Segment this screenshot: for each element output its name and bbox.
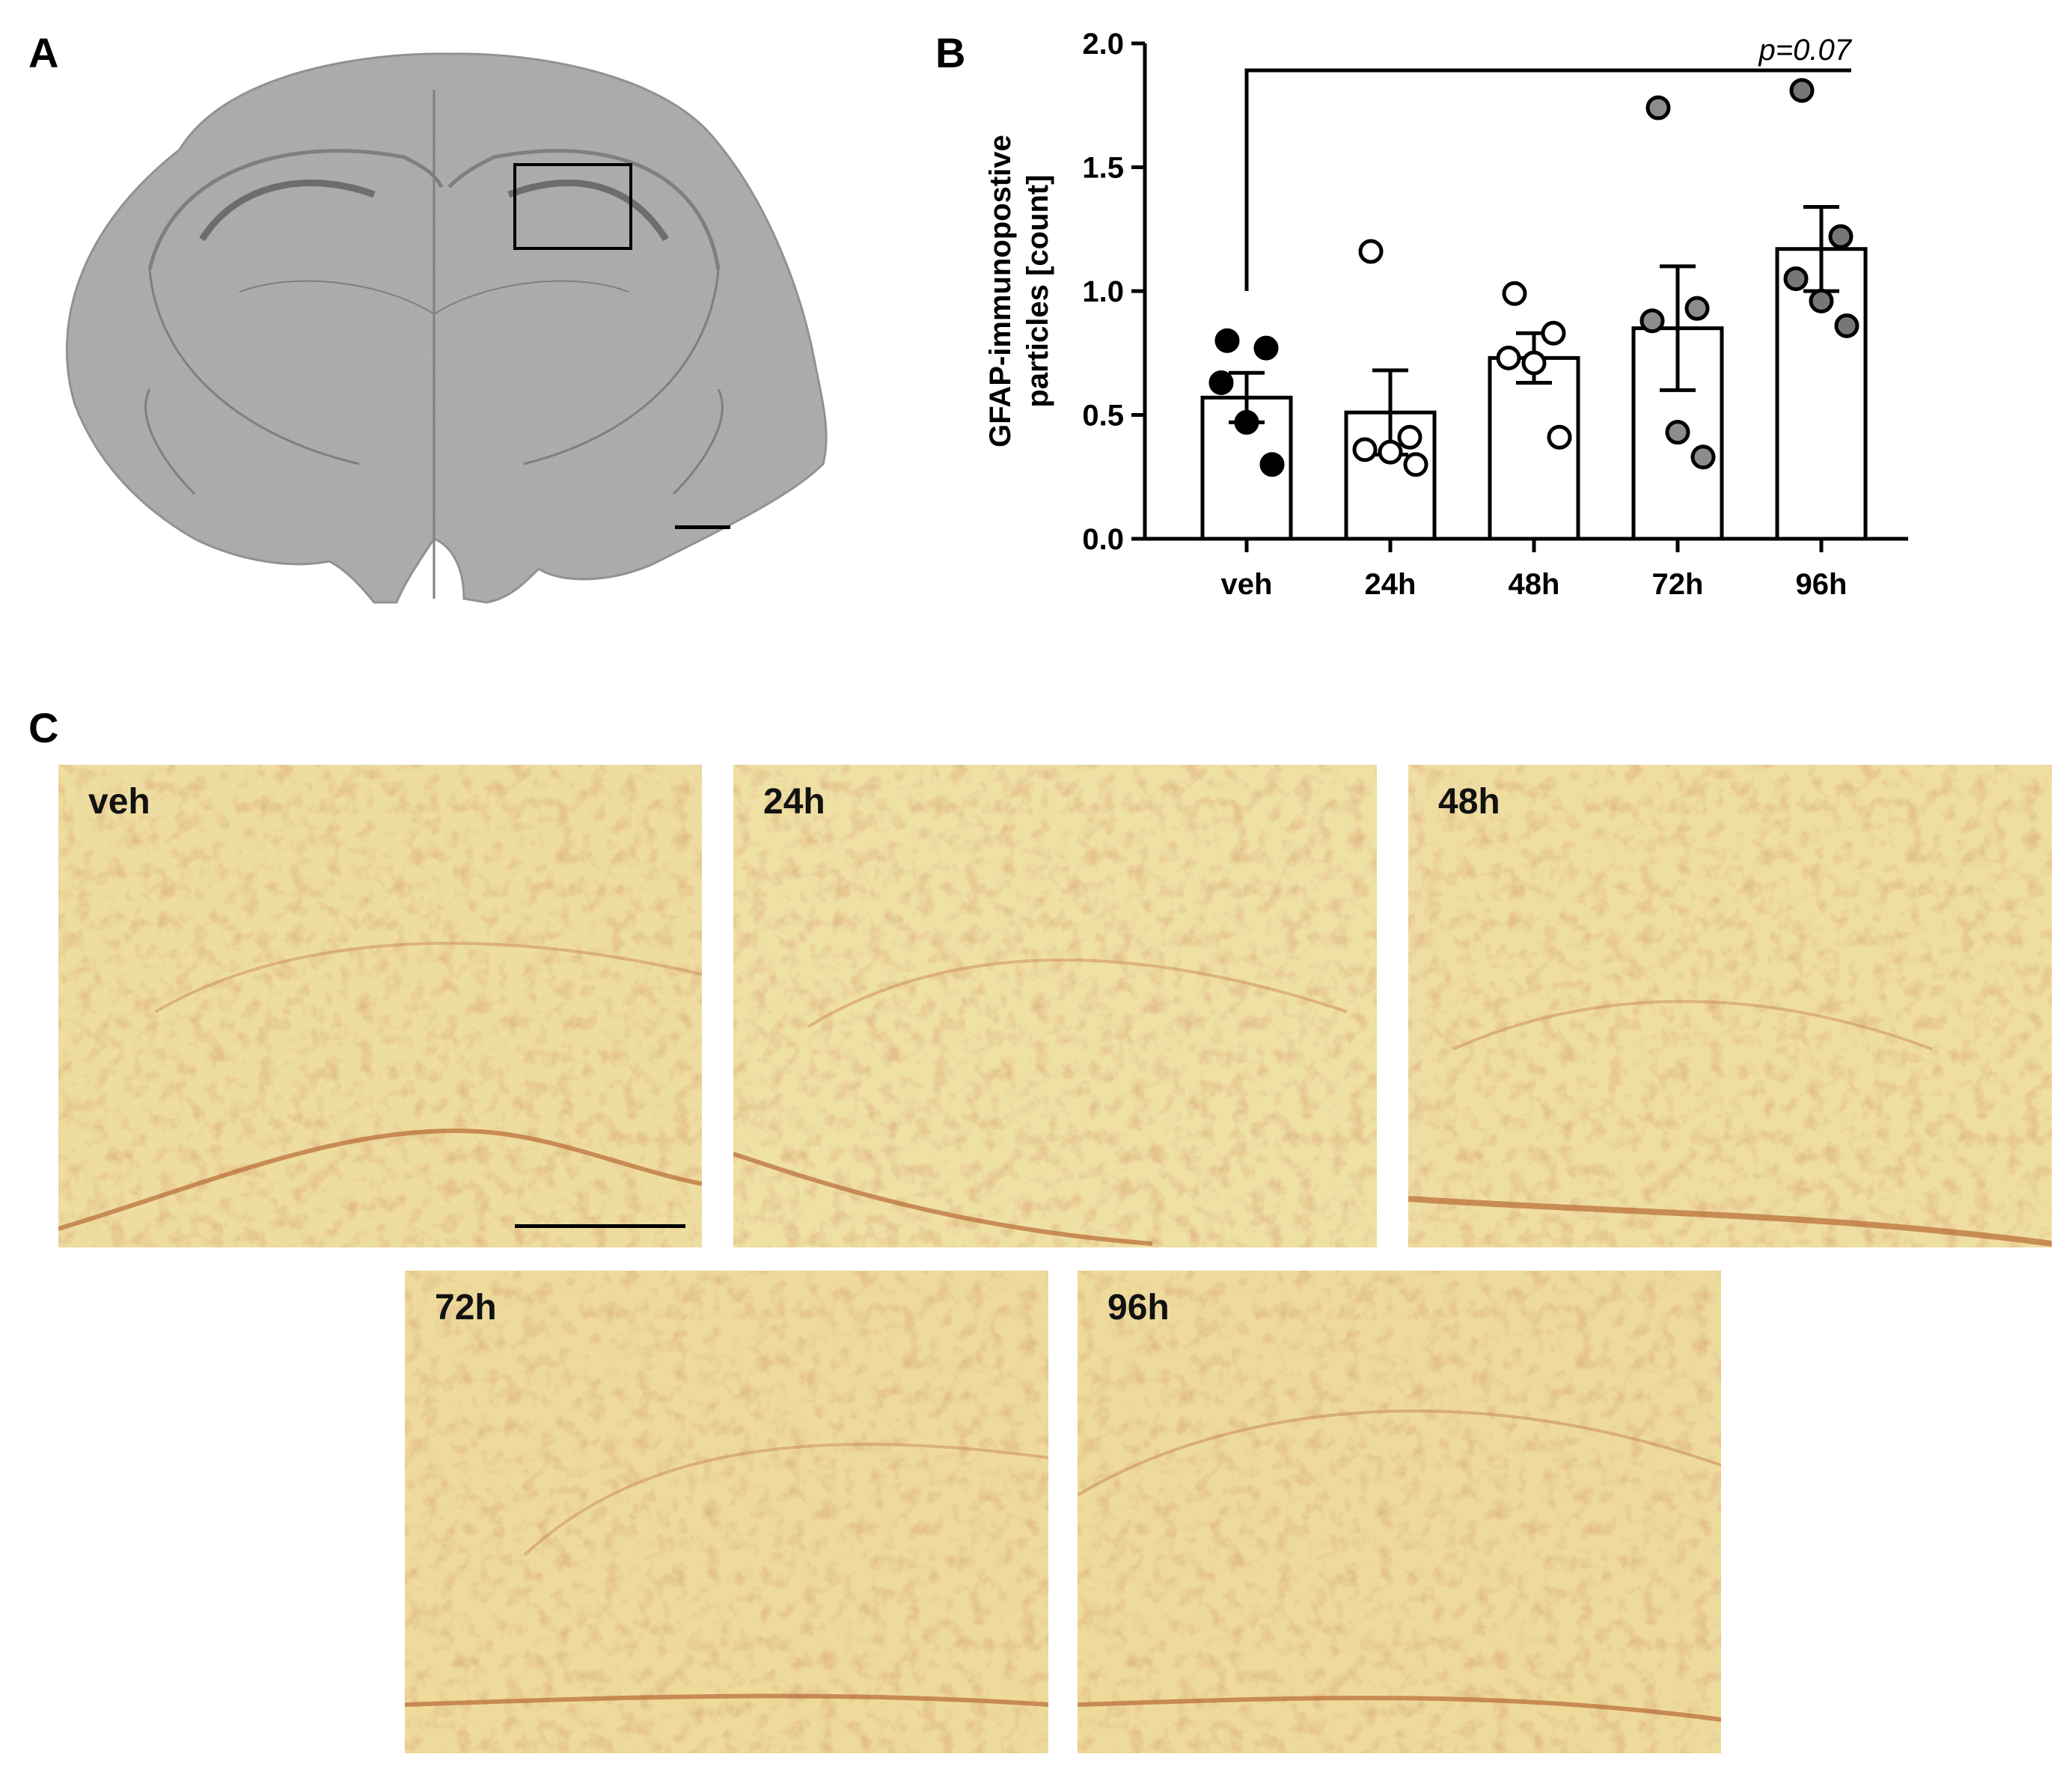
bar-48h xyxy=(1488,355,1580,541)
x-tick-label: 48h xyxy=(1509,568,1560,601)
brain-scale-bar xyxy=(675,525,730,529)
y-tick-label: 0.5 xyxy=(1082,400,1124,433)
data-point-48h xyxy=(1496,345,1521,370)
data-point-48h xyxy=(1502,281,1527,306)
micrograph-texture xyxy=(405,1271,1048,1753)
data-point-24h xyxy=(1358,239,1384,264)
micrograph-24h: 24h xyxy=(733,765,1377,1247)
data-point-24h xyxy=(1352,437,1378,462)
data-point-96h xyxy=(1828,224,1854,249)
data-point-96h xyxy=(1834,313,1859,338)
data-point-veh xyxy=(1253,335,1279,361)
x-tick-label: veh xyxy=(1221,568,1273,601)
data-point-72h xyxy=(1639,308,1665,334)
micrograph-label: 72h xyxy=(435,1288,497,1328)
data-point-72h xyxy=(1665,420,1690,445)
micrograph-scale-bar xyxy=(515,1224,685,1228)
gfap-bar-chart: 0.0 0.5 1.0 1.5 2.0 GFAP-immunopostive particl… xyxy=(984,28,1908,601)
brain-section-image xyxy=(65,52,828,604)
y-axis-label: particles [count] xyxy=(1021,174,1054,407)
panel-label-c: C xyxy=(28,704,59,751)
micrograph-48h: 48h xyxy=(1408,765,2052,1247)
panel-label-b: B xyxy=(935,29,966,76)
data-point-48h xyxy=(1547,424,1572,450)
data-point-veh xyxy=(1214,328,1240,353)
significance-bracket xyxy=(1244,68,1851,291)
micrograph-texture xyxy=(1408,765,2052,1247)
significance-annotation: p=0.07 xyxy=(1758,34,1853,67)
micrograph-72h: 72h xyxy=(405,1271,1048,1753)
y-tick-label: 1.5 xyxy=(1082,152,1124,185)
micrograph-label: 48h xyxy=(1438,782,1500,822)
data-point-24h xyxy=(1403,452,1428,477)
data-point-72h xyxy=(1645,95,1671,120)
data-point-24h xyxy=(1397,424,1422,450)
data-point-96h xyxy=(1789,78,1815,103)
y-tick-label: 2.0 xyxy=(1082,28,1124,61)
brain-outline xyxy=(65,52,828,604)
micrograph-veh: veh xyxy=(58,765,702,1247)
micrograph-96h: 96h xyxy=(1078,1271,1721,1753)
data-point-veh xyxy=(1208,370,1234,395)
micrograph-texture xyxy=(733,765,1377,1247)
micrograph-texture xyxy=(1078,1271,1721,1753)
micrograph-label: 96h xyxy=(1107,1288,1170,1328)
data-point-24h xyxy=(1378,439,1403,465)
y-tick-label: 1.0 xyxy=(1082,275,1124,308)
data-point-96h xyxy=(1809,288,1834,314)
x-tick-label: 24h xyxy=(1365,568,1417,601)
data-point-veh xyxy=(1234,409,1259,435)
data-point-48h xyxy=(1541,320,1566,346)
micrograph-label: 24h xyxy=(763,782,825,822)
data-point-veh xyxy=(1259,452,1285,477)
brain-inner-structure xyxy=(144,90,724,599)
region-of-interest-box xyxy=(513,163,632,250)
micrograph-texture xyxy=(58,765,702,1247)
x-tick-label: 96h xyxy=(1796,568,1848,601)
y-axis-label: GFAP-immunopostive xyxy=(984,135,1017,447)
data-point-48h xyxy=(1521,350,1547,376)
panel-label-a: A xyxy=(28,29,59,76)
micrograph-label: veh xyxy=(88,782,150,822)
data-point-72h xyxy=(1684,296,1710,321)
data-point-96h xyxy=(1783,266,1809,291)
x-tick-label: 72h xyxy=(1652,568,1704,601)
data-point-72h xyxy=(1690,444,1716,470)
y-tick-label: 0.0 xyxy=(1082,523,1124,556)
